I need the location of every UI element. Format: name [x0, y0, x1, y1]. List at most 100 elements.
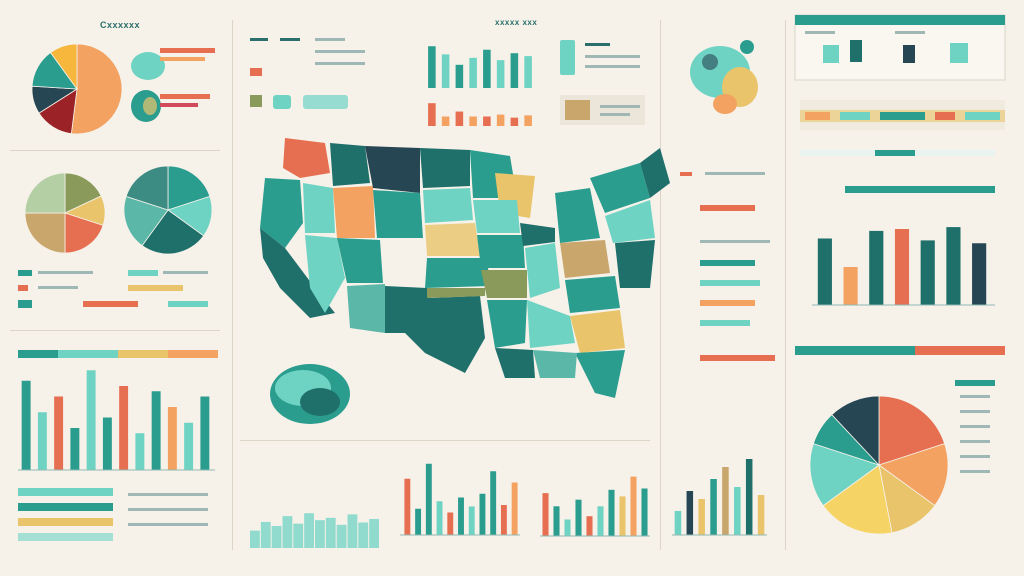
bar — [441, 116, 450, 126]
bar — [21, 380, 31, 470]
footer-bar-right — [795, 346, 1005, 355]
column-divider — [232, 20, 233, 550]
pie-slice — [64, 212, 104, 254]
pie-slice — [822, 464, 893, 535]
bar — [200, 396, 210, 470]
bar — [428, 103, 436, 126]
bar — [496, 114, 505, 126]
row-divider — [10, 150, 220, 151]
bar — [483, 116, 491, 126]
bar — [511, 482, 518, 535]
area-segment — [325, 517, 336, 548]
pie-slice — [24, 212, 66, 254]
bar — [404, 478, 411, 535]
bar — [586, 516, 593, 536]
pie-slice — [70, 43, 123, 135]
bar — [734, 487, 741, 535]
column-divider — [660, 20, 661, 550]
pie-slice — [125, 165, 169, 211]
bar — [468, 506, 475, 535]
pie-slice — [167, 165, 211, 211]
top-center-title: xxxxx xxx — [495, 18, 538, 27]
bar — [745, 459, 753, 535]
decorative-shape — [690, 40, 758, 114]
bar — [564, 519, 571, 536]
bar — [843, 267, 858, 305]
bar — [619, 496, 626, 536]
bar-chart-bottom-1 — [404, 463, 518, 535]
bar — [542, 493, 549, 536]
pie-slice — [809, 443, 880, 507]
bar — [510, 53, 519, 88]
row-divider — [240, 440, 650, 441]
bar — [946, 227, 961, 305]
area-segment — [271, 525, 282, 548]
bar — [641, 488, 648, 536]
pie-slice — [49, 43, 78, 91]
bar-chart-right — [817, 227, 987, 305]
pie-slice — [831, 395, 880, 467]
bar — [119, 386, 129, 470]
mini-widgets-top — [250, 38, 365, 109]
bar — [425, 463, 432, 535]
top-right-panel — [794, 14, 1006, 81]
bar — [447, 512, 454, 535]
area-segment — [336, 524, 347, 548]
bar — [500, 505, 507, 535]
legend-rows — [18, 270, 208, 308]
bar — [597, 506, 604, 536]
bar — [575, 499, 582, 536]
us-map — [260, 138, 670, 398]
pie-slice — [878, 443, 949, 507]
bar — [510, 117, 519, 126]
bar — [441, 54, 450, 88]
bar-chart-top-teal — [428, 46, 532, 88]
bar — [722, 467, 729, 535]
area-segment — [347, 514, 358, 548]
bar — [184, 422, 194, 470]
pie-chart-large — [809, 395, 949, 535]
bar — [920, 240, 935, 305]
bar-chart-bottom-2 — [542, 476, 648, 536]
bar — [496, 60, 505, 88]
area-segment — [293, 523, 304, 548]
header-strips-right — [800, 150, 995, 193]
bar — [415, 508, 422, 535]
bar — [167, 407, 177, 470]
bar — [524, 115, 532, 126]
bar — [428, 46, 436, 88]
bar-chart-top-orange — [428, 103, 532, 126]
bar — [469, 57, 477, 88]
pie-slice — [123, 195, 169, 247]
legend-right-big — [955, 380, 995, 473]
area-segment — [260, 521, 271, 548]
bar — [86, 370, 96, 470]
bar-chart-left — [21, 370, 210, 470]
bar — [553, 506, 560, 536]
table-widget — [560, 40, 645, 125]
column-divider — [785, 20, 786, 550]
bar — [674, 511, 682, 535]
pie-chart-earth — [24, 172, 106, 254]
bar — [151, 391, 161, 470]
pie-chart-orange — [31, 43, 123, 135]
bubble-icon — [131, 52, 165, 122]
bar — [817, 238, 832, 305]
area-chart-bottom — [250, 513, 379, 548]
pie-slice — [878, 395, 946, 466]
bar — [70, 428, 80, 470]
bar — [469, 116, 477, 126]
bar — [698, 499, 705, 535]
row-divider — [10, 330, 220, 331]
bar — [490, 471, 497, 535]
bar — [458, 497, 464, 535]
progress-strip — [18, 350, 218, 358]
strip-table-right — [800, 100, 1005, 130]
area-segment — [358, 522, 369, 548]
bar — [630, 476, 637, 536]
stripe-bars — [160, 48, 215, 107]
area-segment — [304, 513, 314, 548]
bar — [686, 491, 694, 535]
list-widget-mid — [680, 172, 775, 361]
bar — [894, 229, 910, 305]
